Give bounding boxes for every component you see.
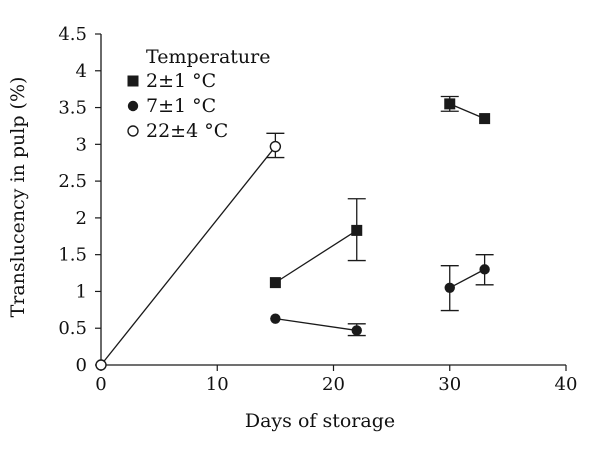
x-tick-label: 0 xyxy=(95,374,106,395)
y-tick-label: 2 xyxy=(76,208,87,229)
legend-marker xyxy=(127,75,139,87)
y-axis-label: Translucency in pulp (%) xyxy=(7,77,29,318)
series-1 xyxy=(269,95,491,289)
x-tick-label: 30 xyxy=(438,374,461,395)
tick-marks: 0 0.5 1 1.5 2 2.5 3 3.5 4 4.5 0 10 20 30 40 xyxy=(58,24,577,395)
x-tick-label: 40 xyxy=(555,374,578,395)
legend-label: 7±1 °C xyxy=(146,95,216,117)
y-tick-label: 3 xyxy=(76,134,87,155)
y-tick-label: 2.5 xyxy=(58,171,87,192)
y-tick-label: 0 xyxy=(76,355,87,376)
data-point xyxy=(351,224,363,236)
data-point xyxy=(269,277,281,289)
series-line xyxy=(275,318,357,332)
y-tick-label: 0.5 xyxy=(58,318,87,339)
data-point xyxy=(444,98,456,110)
legend-label: 2±1 °C xyxy=(146,70,216,92)
data-point xyxy=(444,282,455,293)
x-tick-label: 10 xyxy=(206,374,229,395)
y-tick-label: 1.5 xyxy=(58,245,87,266)
data-point xyxy=(95,359,107,371)
legend-marker xyxy=(127,100,139,112)
legend: Temperature 2±1 °C 7±1 °C 22±4 °C xyxy=(127,46,270,142)
series-3 xyxy=(95,132,285,371)
series-line xyxy=(449,103,485,120)
x-tick-label: 20 xyxy=(322,374,345,395)
y-tick-label: 4 xyxy=(76,61,87,82)
legend-label: 22±4 °C xyxy=(146,120,228,142)
data-point xyxy=(270,313,281,324)
data-point xyxy=(479,264,490,275)
series-line xyxy=(449,268,485,289)
y-tick-label: 3.5 xyxy=(58,98,87,119)
series-2 xyxy=(270,254,494,337)
x-axis-label: Days of storage xyxy=(245,410,395,432)
legend-title: Temperature xyxy=(146,46,270,68)
y-tick-label: 1 xyxy=(76,281,87,302)
y-tick-label: 4.5 xyxy=(58,24,87,45)
legend-marker xyxy=(127,125,139,137)
series-line xyxy=(100,146,276,366)
data-point xyxy=(479,113,491,125)
data-point xyxy=(269,140,282,153)
series-line xyxy=(275,229,358,284)
data-series xyxy=(95,95,494,371)
data-point xyxy=(351,325,362,336)
